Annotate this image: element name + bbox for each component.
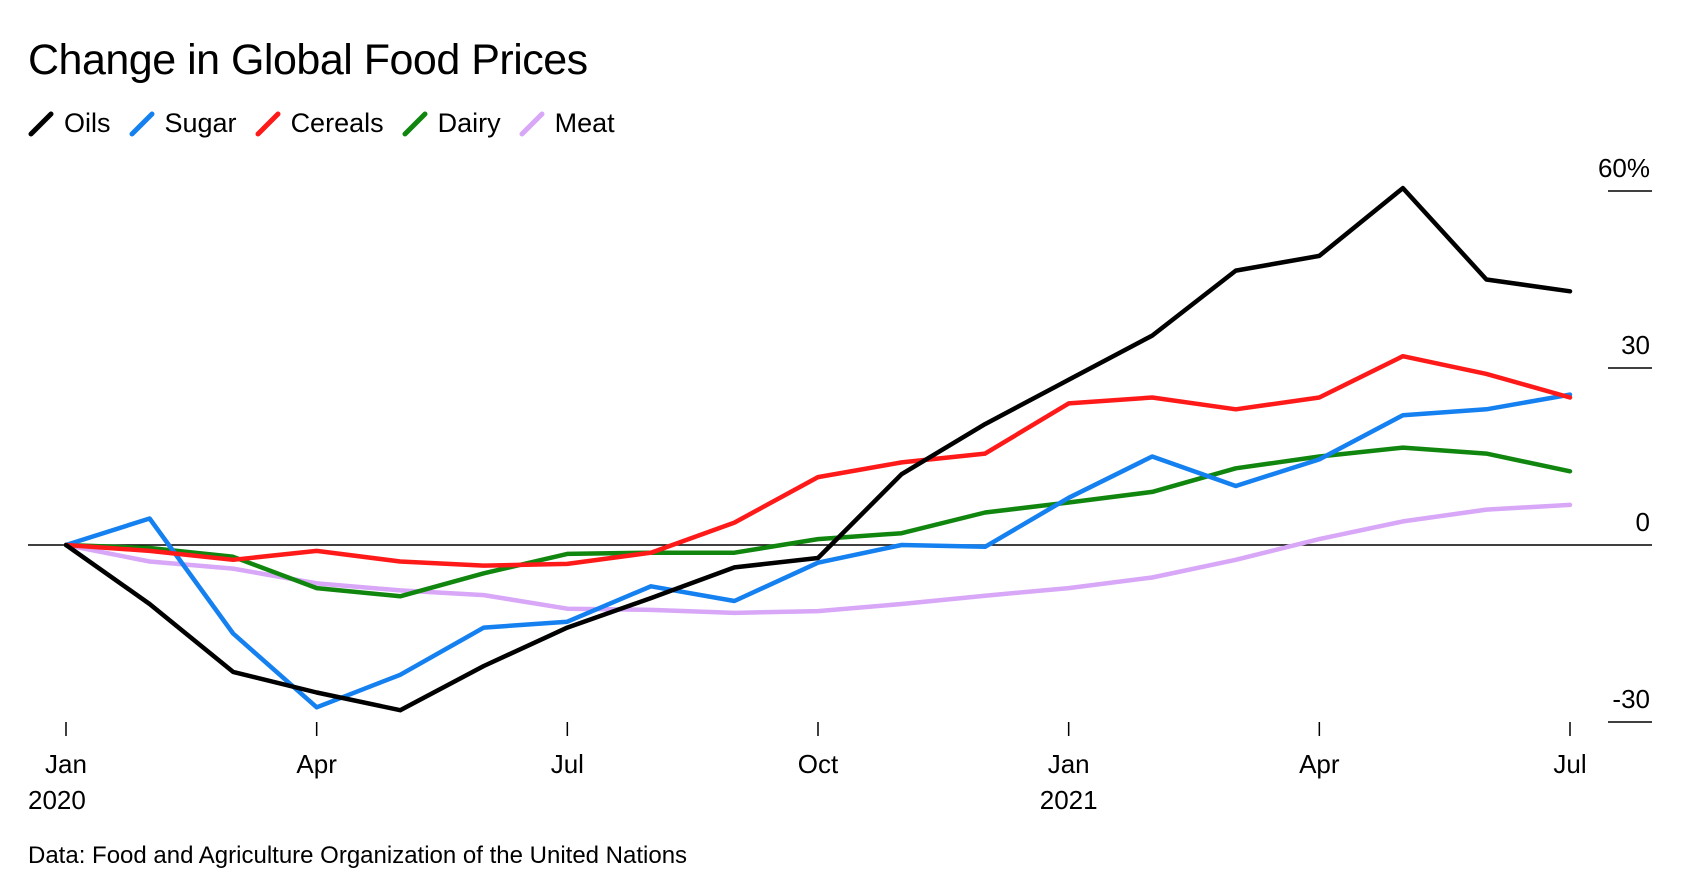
x-tick-label: Jan xyxy=(45,749,87,779)
legend-item-dairy: Dairy xyxy=(402,108,501,139)
legend-label: Dairy xyxy=(437,108,501,138)
legend-label: Sugar xyxy=(164,108,237,138)
source-note: Data: Food and Agriculture Organization … xyxy=(28,842,688,869)
x-tick-label: Jan xyxy=(1048,749,1090,779)
legend-label: Oils xyxy=(64,108,111,138)
series-line-dairy xyxy=(63,445,1573,599)
x-tick-label: Jul xyxy=(1553,749,1586,779)
legend: Oils Sugar Cereals Dairy Meat xyxy=(28,108,633,139)
x-tick-label: Jul xyxy=(551,749,584,779)
legend-swatch-icon xyxy=(519,111,545,136)
legend-swatch-icon xyxy=(255,111,281,136)
legend-item-cereals: Cereals xyxy=(255,108,384,139)
legend-item-meat: Meat xyxy=(519,108,615,139)
legend-swatch-icon xyxy=(129,111,154,136)
series-line-cereals xyxy=(63,353,1573,568)
series-line-oils xyxy=(63,185,1573,713)
legend-label: Meat xyxy=(554,108,615,138)
y-tick-label: -30 xyxy=(1612,684,1650,714)
chart-title: Change in Global Food Prices xyxy=(28,36,588,84)
series-line-sugar xyxy=(63,392,1573,710)
series-line-meat xyxy=(63,502,1573,616)
y-tick-label: 60% xyxy=(1598,153,1650,183)
x-tick-label: Apr xyxy=(1299,749,1340,779)
legend-item-sugar: Sugar xyxy=(129,108,237,139)
x-tick-label: Apr xyxy=(296,749,337,779)
x-year-label: 2020 xyxy=(28,785,86,815)
x-tick-label: Oct xyxy=(798,749,839,779)
legend-label: Cereals xyxy=(290,108,384,138)
legend-swatch-icon xyxy=(402,111,428,136)
x-year-label: 2021 xyxy=(1040,785,1098,815)
legend-item-oils: Oils xyxy=(28,108,111,139)
y-tick-label: 30 xyxy=(1621,330,1650,360)
y-tick-label: 0 xyxy=(1636,507,1650,537)
legend-swatch-icon xyxy=(28,111,54,136)
